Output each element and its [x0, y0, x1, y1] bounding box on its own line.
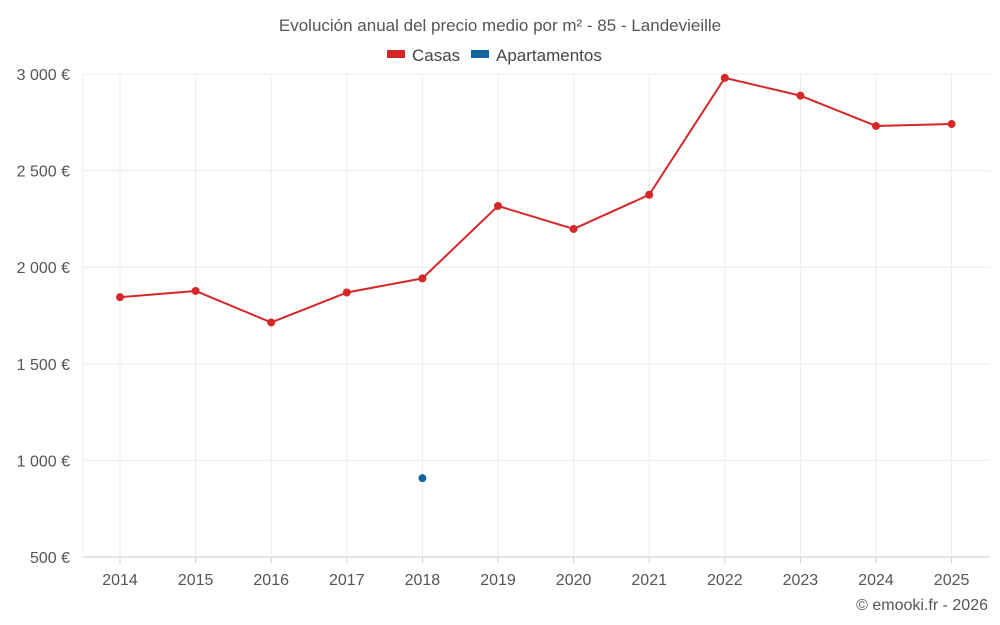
data-point-casas — [418, 274, 427, 283]
y-tick-label: 1 000 € — [17, 453, 70, 470]
data-point-casas — [720, 73, 729, 82]
grid — [82, 73, 990, 558]
x-tick-label: 2017 — [329, 572, 365, 589]
chart-title: Evolución anual del precio medio por m² … — [279, 16, 721, 35]
x-tick-label: 2025 — [934, 572, 970, 589]
x-axis: 2014 2015 2016 2017 2018 2019 2020 2021 2022 2023… — [102, 557, 969, 589]
x-tick-label: 2014 — [102, 572, 138, 589]
data-point-casas — [872, 121, 880, 130]
credit-text: © emooki.fr - 2026 — [856, 597, 988, 614]
x-tick-label: 2020 — [556, 572, 592, 589]
series-line-casas — [119, 76, 952, 324]
x-tick-label: 2021 — [631, 572, 667, 589]
data-point-casas — [267, 318, 276, 327]
data-point-casas — [494, 201, 502, 210]
x-tick-label: 2019 — [480, 572, 516, 589]
x-tick-label: 2023 — [783, 572, 819, 589]
data-point-casas — [947, 120, 956, 129]
legend-label-apartamentos: Apartamentos — [496, 46, 602, 65]
data-point-casas — [569, 224, 578, 233]
legend-swatch-casas — [387, 50, 405, 58]
y-axis: 500 € 1 000 € 1 500 € 2 000 € 2 500 € 3 000 € — [17, 67, 70, 567]
data-point-casas — [116, 293, 124, 302]
data-point-casas — [342, 288, 351, 297]
legend: Casas Apartamentos — [387, 46, 602, 65]
y-tick-label: 3 000 € — [17, 67, 70, 84]
data-point-apartamentos — [418, 474, 427, 483]
data-point-casas — [796, 91, 805, 100]
x-tick-label: 2015 — [178, 572, 214, 589]
data-point-casas — [645, 190, 654, 199]
legend-label-casas: Casas — [412, 46, 460, 65]
x-tick-label: 2022 — [707, 572, 743, 589]
x-tick-label: 2018 — [405, 572, 441, 589]
y-tick-label: 500 € — [30, 550, 70, 567]
x-tick-label: 2024 — [858, 572, 894, 589]
y-tick-label: 1 500 € — [17, 357, 70, 374]
y-tick-label: 2 500 € — [17, 164, 70, 181]
series-layer — [116, 73, 956, 483]
x-tick-label: 2016 — [253, 572, 289, 589]
y-tick-label: 2 000 € — [17, 260, 70, 277]
legend-swatch-apartamentos — [471, 50, 489, 58]
data-point-casas — [191, 286, 200, 295]
